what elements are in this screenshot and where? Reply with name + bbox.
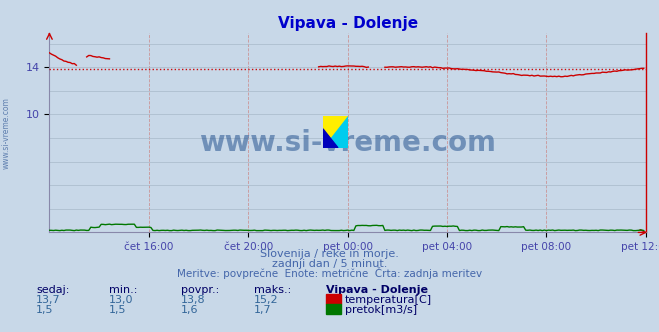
Text: temperatura[C]: temperatura[C]: [345, 295, 432, 305]
Text: 1,7: 1,7: [254, 305, 272, 315]
Text: Meritve: povprečne  Enote: metrične  Črta: zadnja meritev: Meritve: povprečne Enote: metrične Črta:…: [177, 267, 482, 279]
Text: 1,5: 1,5: [36, 305, 54, 315]
Text: Vipava - Dolenje: Vipava - Dolenje: [326, 285, 428, 295]
Text: 1,6: 1,6: [181, 305, 199, 315]
Text: Slovenija / reke in morje.: Slovenija / reke in morje.: [260, 249, 399, 259]
Title: Vipava - Dolenje: Vipava - Dolenje: [277, 16, 418, 31]
Text: povpr.:: povpr.:: [181, 285, 219, 295]
Text: maks.:: maks.:: [254, 285, 291, 295]
Text: sedaj:: sedaj:: [36, 285, 70, 295]
Text: 15,2: 15,2: [254, 295, 278, 305]
Text: 1,5: 1,5: [109, 305, 127, 315]
Text: 13,8: 13,8: [181, 295, 206, 305]
Text: www.si-vreme.com: www.si-vreme.com: [2, 97, 11, 169]
Text: zadnji dan / 5 minut.: zadnji dan / 5 minut.: [272, 259, 387, 269]
Polygon shape: [323, 116, 348, 148]
Text: pretok[m3/s]: pretok[m3/s]: [345, 305, 416, 315]
Text: 13,0: 13,0: [109, 295, 133, 305]
Text: min.:: min.:: [109, 285, 137, 295]
Text: 13,7: 13,7: [36, 295, 61, 305]
Polygon shape: [323, 129, 338, 148]
Polygon shape: [323, 116, 348, 148]
Text: www.si-vreme.com: www.si-vreme.com: [199, 129, 496, 157]
